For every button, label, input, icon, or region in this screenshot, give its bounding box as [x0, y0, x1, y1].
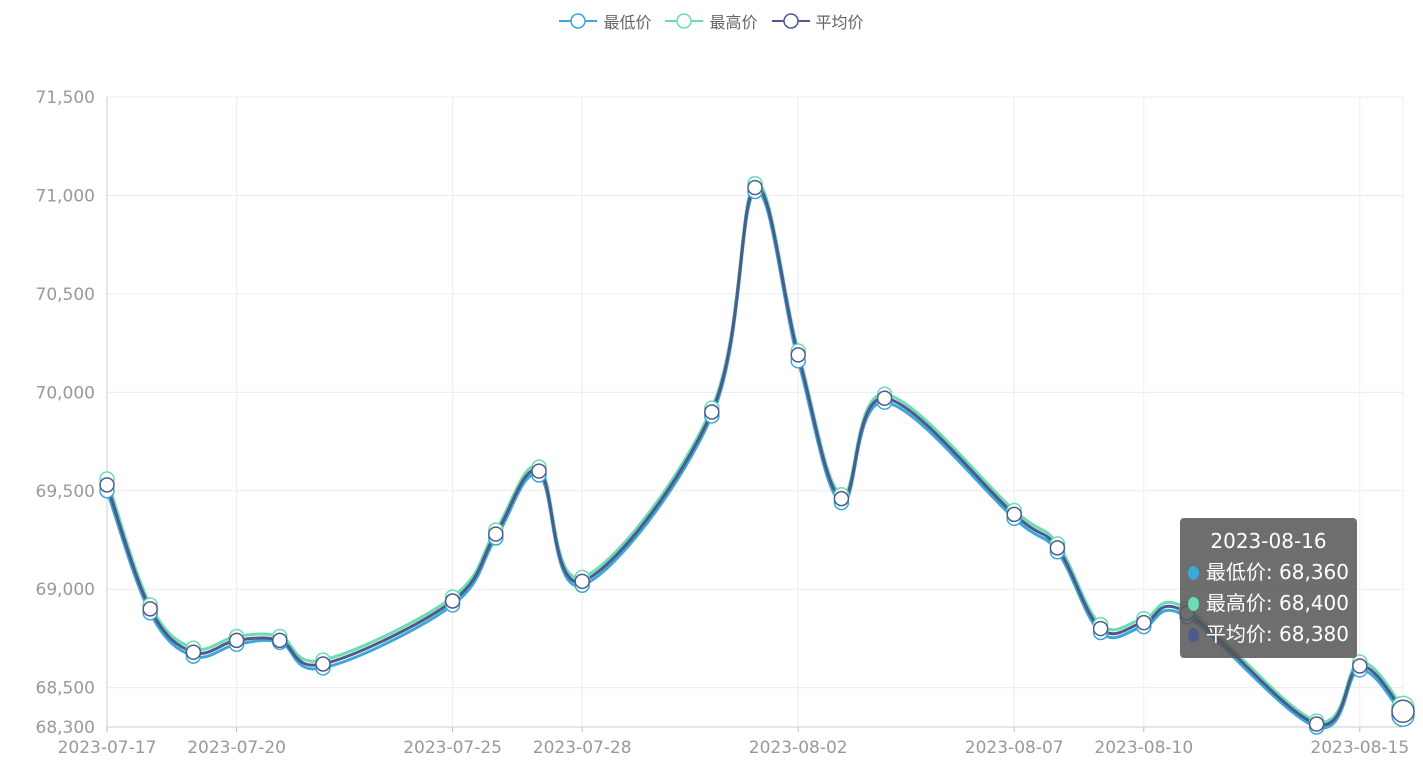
x-tick-label: 2023-07-17: [58, 738, 157, 758]
tooltip-row-low: 最低价: 68,360: [1188, 557, 1349, 588]
data-point: [315, 656, 331, 672]
data-point: [747, 179, 763, 196]
x-tick-label: 2023-08-15: [1310, 738, 1409, 758]
tooltip-value: 平均价: 68,380: [1205, 622, 1349, 646]
x-tick-label: 2023-07-28: [533, 738, 632, 758]
y-tick-label: 69,000: [36, 580, 95, 600]
axes: 68,300 68,500 69,000 69,500 70,000 70,500 71,0…: [36, 88, 1410, 758]
tooltip-value: 最低价: 68,360: [1205, 560, 1349, 584]
series-dot-icon: [1188, 596, 1199, 611]
y-tick-label: 70,000: [36, 383, 95, 403]
x-tick-label: 2023-07-20: [187, 738, 286, 758]
x-tick-label: 2023-08-02: [749, 738, 848, 758]
data-point: [444, 593, 461, 609]
x-tick-label: 2023-08-10: [1094, 738, 1193, 758]
tooltip-date: 2023-08-16: [1210, 529, 1327, 553]
series-dot-icon: [1188, 627, 1199, 642]
data-point: [1391, 699, 1415, 723]
tooltip: 2023-08-16 最低价: 68,360 最高价: 68,400 平均价: …: [1180, 518, 1357, 658]
legend: 最低价 最高价 平均价: [0, 9, 1423, 33]
y-tick-label: 70,500: [36, 285, 95, 305]
data-point: [704, 404, 720, 420]
data-point: [99, 477, 115, 493]
data-point: [1308, 716, 1325, 732]
data-point: [1006, 506, 1022, 523]
legend-line-circle-icon: [665, 13, 704, 29]
legend-item-low[interactable]: 最低价: [559, 9, 651, 33]
data-point: [142, 601, 158, 617]
data-point: [790, 347, 806, 363]
tooltip-row-high: 最高价: 68,400: [1188, 588, 1349, 619]
legend-line-circle-icon: [559, 13, 598, 29]
y-tick-label: 68,300: [36, 718, 95, 738]
data-point: [1352, 658, 1368, 674]
y-tick-label: 68,500: [36, 679, 95, 699]
legend-label: 平均价: [815, 13, 864, 32]
data-point: [272, 632, 288, 649]
y-tick-label: 71,000: [36, 186, 95, 206]
data-point: [1049, 540, 1066, 556]
legend-line-circle-icon: [771, 13, 810, 29]
legend-item-high[interactable]: 最高价: [665, 9, 758, 33]
data-point: [1092, 620, 1109, 637]
y-tick-label: 69,500: [36, 482, 95, 502]
x-tick-label: 2023-08-07: [965, 738, 1064, 758]
data-point: [574, 573, 590, 590]
data-point: [876, 390, 893, 406]
data-point: [1136, 614, 1152, 631]
x-tick-label: 2023-07-25: [403, 738, 502, 758]
tooltip-value: 最高价: 68,400: [1205, 591, 1349, 615]
data-point: [833, 490, 850, 507]
data-point: [488, 526, 504, 542]
data-point: [228, 632, 245, 649]
data-point: [531, 463, 547, 479]
data-point: [185, 644, 202, 660]
legend-label: 最低价: [603, 13, 652, 32]
series-dot-icon: [1188, 565, 1199, 580]
y-tick-label: 71,500: [36, 88, 95, 108]
legend-item-avg[interactable]: 平均价: [771, 9, 864, 33]
grid-lines: [106, 96, 1404, 728]
legend-label: 最高价: [709, 13, 758, 32]
tooltip-row-avg: 平均价: 68,380: [1188, 619, 1349, 650]
